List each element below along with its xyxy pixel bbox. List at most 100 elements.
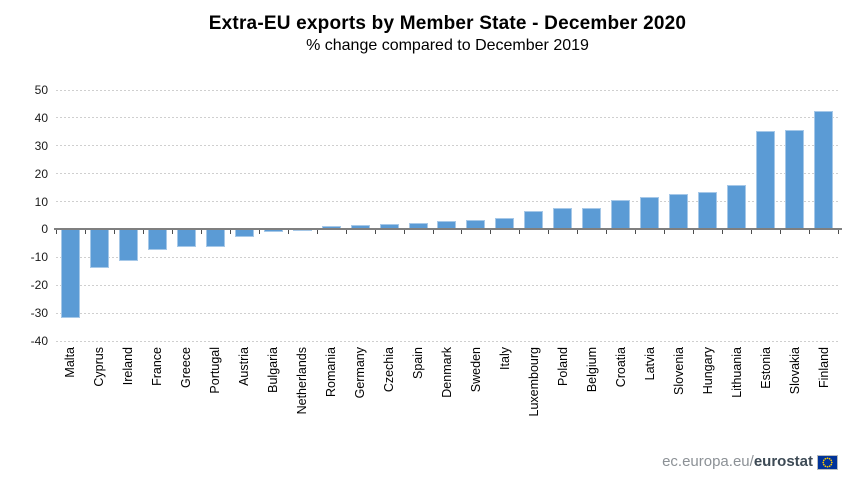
x-label-slovakia: Slovakia — [785, 347, 805, 447]
x-label-text-france: France — [150, 347, 164, 386]
gridline--40 — [56, 340, 838, 342]
x-label-slovenia: Slovenia — [669, 347, 689, 447]
x-axis-tick — [317, 230, 318, 235]
x-label-croatia: Croatia — [611, 347, 631, 447]
bar-malta — [61, 229, 80, 318]
x-label-text-lithuania: Lithuania — [730, 347, 744, 398]
gridline-50 — [56, 89, 838, 91]
x-label-greece: Greece — [176, 347, 196, 447]
x-axis-line — [54, 228, 842, 231]
x-label-text-portugal: Portugal — [208, 347, 222, 394]
x-label-text-bulgaria: Bulgaria — [266, 347, 280, 393]
x-label-lithuania: Lithuania — [727, 347, 747, 447]
x-label-italy: Italy — [495, 347, 515, 447]
x-axis-tick — [519, 230, 520, 235]
plot-area: 50 40 30 20 10 0 -10 -20 -30 -40 Malta Cyprus Irelan… — [31, 83, 842, 417]
x-label-text-spain: Spain — [411, 347, 425, 379]
x-axis-tick — [635, 230, 636, 235]
x-label-portugal: Portugal — [205, 347, 225, 447]
x-label-finland: Finland — [814, 347, 834, 447]
x-label-france: France — [147, 347, 167, 447]
x-label-text-czechia: Czechia — [382, 347, 396, 393]
x-label-text-malta: Malta — [63, 347, 77, 378]
eu-flag-icon — [817, 454, 838, 470]
x-label-czechia: Czechia — [379, 347, 399, 447]
x-axis-tick — [433, 230, 434, 235]
x-axis-tick — [56, 230, 57, 235]
x-label-belgium: Belgium — [582, 347, 602, 447]
x-label-text-austria: Austria — [237, 347, 251, 386]
bar-slovakia — [785, 130, 804, 229]
y-axis-label--10: -10 — [30, 250, 48, 265]
bar-lithuania — [727, 185, 746, 229]
x-label-netherlands: Netherlands — [292, 347, 312, 447]
bar-belgium — [582, 208, 601, 229]
x-label-text-finland: Finland — [817, 347, 831, 388]
x-axis-tick — [346, 230, 347, 235]
bar-finland — [814, 111, 833, 229]
y-axis-label--30: -30 — [30, 306, 48, 321]
x-label-text-netherlands: Netherlands — [295, 347, 309, 415]
y-axis-label--40: -40 — [30, 334, 48, 348]
x-axis-tick — [606, 230, 607, 235]
x-label-text-luxembourg: Luxembourg — [527, 347, 541, 417]
gridline--20 — [56, 284, 838, 286]
x-label-malta: Malta — [60, 347, 80, 447]
x-axis-tick — [809, 230, 810, 235]
bar-poland — [553, 208, 572, 229]
x-label-latvia: Latvia — [640, 347, 660, 447]
x-label-text-germany: Germany — [353, 347, 367, 399]
x-label-text-latvia: Latvia — [643, 347, 657, 381]
x-label-text-estonia: Estonia — [759, 347, 773, 389]
x-axis-tick — [143, 230, 144, 235]
x-label-cyprus: Cyprus — [89, 347, 109, 447]
x-axis-tick — [230, 230, 231, 235]
x-axis-tick — [461, 230, 462, 235]
bar-luxembourg — [524, 211, 543, 229]
x-label-text-cyprus: Cyprus — [92, 347, 106, 387]
x-label-luxembourg: Luxembourg — [524, 347, 544, 447]
x-axis-tick — [114, 230, 115, 235]
x-label-text-croatia: Croatia — [614, 347, 628, 388]
y-axis-label-30: 30 — [34, 138, 48, 153]
gridline--30 — [56, 312, 838, 314]
bar-cyprus — [90, 229, 109, 268]
y-axis-label-40: 40 — [34, 110, 48, 125]
y-axis-label-0: 0 — [41, 222, 48, 237]
x-axis-tick — [664, 230, 665, 235]
x-label-bulgaria: Bulgaria — [263, 347, 283, 447]
bar-estonia — [756, 131, 775, 229]
gridline-20 — [56, 173, 838, 175]
x-axis-tick — [780, 230, 781, 235]
x-label-estonia: Estonia — [756, 347, 776, 447]
x-label-text-hungary: Hungary — [701, 347, 715, 395]
x-label-text-poland: Poland — [556, 347, 570, 386]
x-label-denmark: Denmark — [437, 347, 457, 447]
gridline--10 — [56, 256, 838, 258]
footer-logo: ec.europa.eu/eurostat — [662, 453, 838, 471]
bar-croatia — [611, 200, 630, 229]
bar-greece — [177, 229, 196, 247]
x-label-text-slovenia: Slovenia — [672, 347, 686, 395]
x-label-poland: Poland — [553, 347, 573, 447]
x-label-spain: Spain — [408, 347, 428, 447]
x-axis-tick — [838, 230, 839, 235]
bar-italy — [495, 218, 514, 229]
x-axis-tick — [201, 230, 202, 235]
x-axis-tick — [259, 230, 260, 235]
x-axis-tick — [548, 230, 549, 235]
x-label-text-italy: Italy — [498, 347, 512, 370]
bar-hungary — [698, 192, 717, 229]
x-label-text-ireland: Ireland — [121, 347, 135, 386]
bar-ireland — [119, 229, 138, 261]
x-label-sweden: Sweden — [466, 347, 486, 447]
x-label-hungary: Hungary — [698, 347, 718, 447]
x-axis-tick — [751, 230, 752, 235]
x-axis-tick — [722, 230, 723, 235]
y-axis-label-10: 10 — [34, 194, 48, 209]
x-axis-tick — [577, 230, 578, 235]
chart-title: Extra-EU exports by Member State - Decem… — [208, 13, 687, 34]
footer-url-prefix: ec.europa.eu/ — [662, 453, 754, 470]
x-label-romania: Romania — [321, 347, 341, 447]
